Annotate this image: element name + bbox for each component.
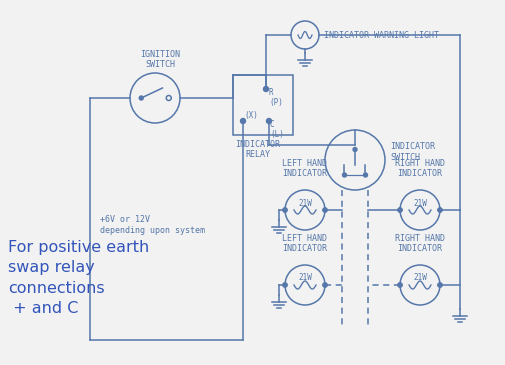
Circle shape [363,173,367,177]
Text: 21W: 21W [297,199,311,207]
Text: C
(L): C (L) [270,120,283,139]
Circle shape [322,283,327,287]
Text: 21W: 21W [412,199,426,207]
Text: R
(P): R (P) [269,88,282,107]
Circle shape [397,283,401,287]
Text: INDICATOR WARNING LIGHT: INDICATOR WARNING LIGHT [323,31,438,39]
Text: IGNITION
SWITCH: IGNITION SWITCH [140,50,180,69]
Circle shape [282,208,287,212]
Text: LEFT HAND
INDICATOR: LEFT HAND INDICATOR [282,234,327,253]
Circle shape [437,283,441,287]
Text: RIGHT HAND
INDICATOR: RIGHT HAND INDICATOR [394,159,444,178]
Text: RIGHT HAND
INDICATOR: RIGHT HAND INDICATOR [394,234,444,253]
Circle shape [266,119,271,123]
Circle shape [282,283,287,287]
Text: (X): (X) [243,111,258,120]
Bar [232,75,292,135]
Text: INDICATOR
SWITCH: INDICATOR SWITCH [389,142,434,162]
Text: +6V or 12V
depending upon system: +6V or 12V depending upon system [100,215,205,235]
Circle shape [342,173,346,177]
Text: For positive earth
swap relay
connections
 + and C: For positive earth swap relay connection… [8,240,149,316]
Text: LEFT HAND
INDICATOR: LEFT HAND INDICATOR [282,159,327,178]
Circle shape [263,87,268,92]
Text: 21W: 21W [412,273,426,283]
Circle shape [437,208,441,212]
Circle shape [139,96,143,100]
Circle shape [240,119,245,123]
Circle shape [352,147,357,151]
Text: INDICATOR
RELAY: INDICATOR RELAY [235,140,280,160]
Text: 21W: 21W [297,273,311,283]
Circle shape [397,208,401,212]
Circle shape [322,208,327,212]
